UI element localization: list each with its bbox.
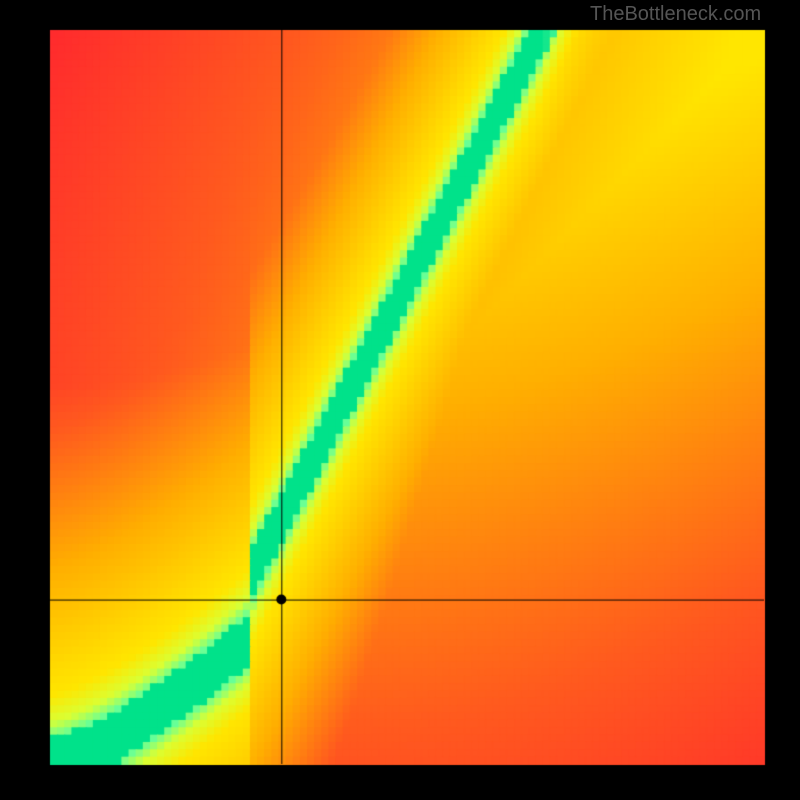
bottleneck-heatmap (0, 0, 800, 800)
chart-container: TheBottleneck.com (0, 0, 800, 800)
attribution-label: TheBottleneck.com (590, 3, 761, 26)
